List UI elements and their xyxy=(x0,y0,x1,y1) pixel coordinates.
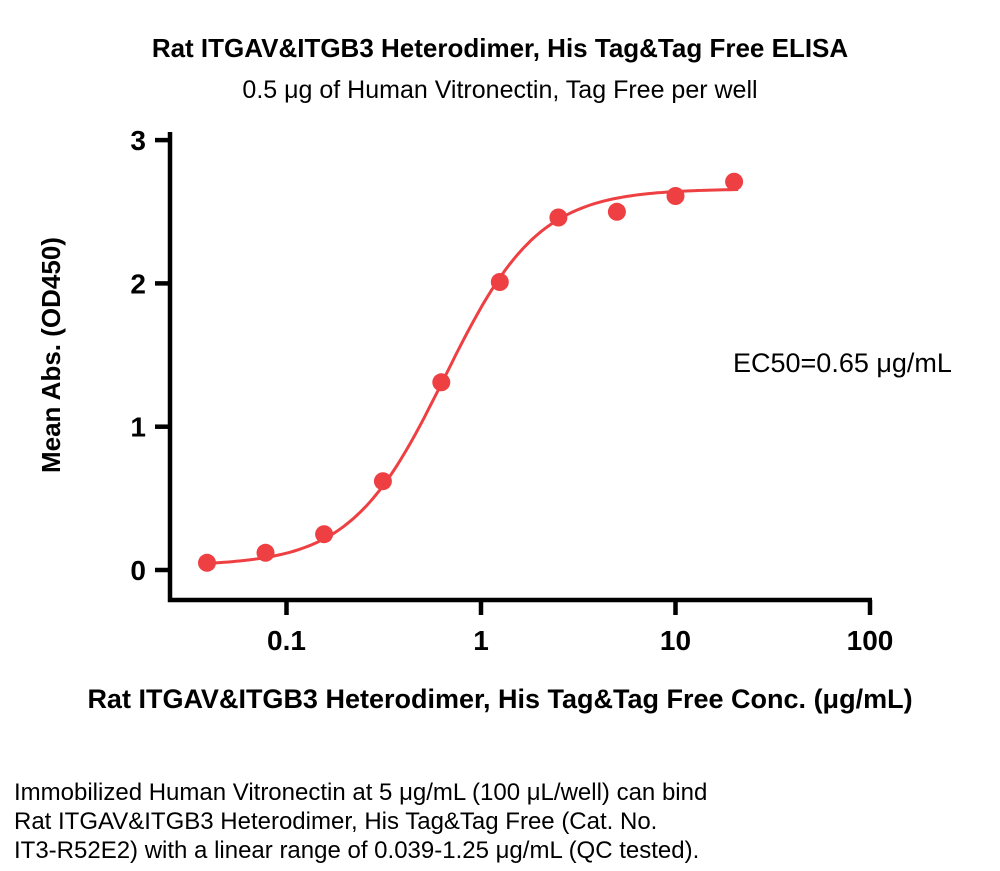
x-tick-label: 10 xyxy=(660,625,691,656)
data-point xyxy=(725,172,744,191)
axes xyxy=(167,132,872,603)
chart-subtitle: 0.5 μg of Human Vitronectin, Tag Free pe… xyxy=(242,76,758,104)
data-point xyxy=(373,472,392,491)
data-point xyxy=(666,187,685,205)
chart-title: Rat ITGAV&ITGB3 Heterodimer, His Tag&Tag… xyxy=(151,33,849,63)
caption-line-3: IT3-R52E2) with a linear range of 0.039-… xyxy=(14,837,700,864)
y-axis-title: Mean Abs. (OD450) xyxy=(36,237,66,473)
data-point xyxy=(607,202,626,221)
caption-line-2: Rat ITGAV&ITGB3 Heterodimer, His Tag&Tag… xyxy=(14,808,658,835)
y-tick-label: 3 xyxy=(130,125,146,156)
x-tick-label: 1 xyxy=(473,625,489,656)
ec50-annotation: EC50=0.65 μg/mL xyxy=(733,348,952,378)
x-axis-title: Rat ITGAV&ITGB3 Heterodimer, His Tag&Tag… xyxy=(87,684,913,714)
caption-line-1: Immobilized Human Vitronectin at 5 μg/mL… xyxy=(14,779,708,806)
data-point xyxy=(315,525,334,544)
data-point xyxy=(490,273,509,291)
figure-caption: Immobilized Human Vitronectin at 5 μg/mL… xyxy=(14,778,974,865)
data-point xyxy=(432,373,451,392)
elisa-binding-curve-chart: 0 1 2 3 0.1 1 10 100 Mean Abs. (OD450) xyxy=(36,125,894,656)
x-tick-label: 0.1 xyxy=(267,625,306,656)
y-tick-label: 2 xyxy=(130,268,146,299)
data-point xyxy=(549,208,568,227)
data-point xyxy=(198,553,216,572)
x-tick-label: 100 xyxy=(847,625,894,656)
fit-curve xyxy=(200,188,739,566)
y-tick-label: 1 xyxy=(130,412,146,443)
data-point xyxy=(256,543,275,562)
y-tick-label: 0 xyxy=(130,555,146,586)
